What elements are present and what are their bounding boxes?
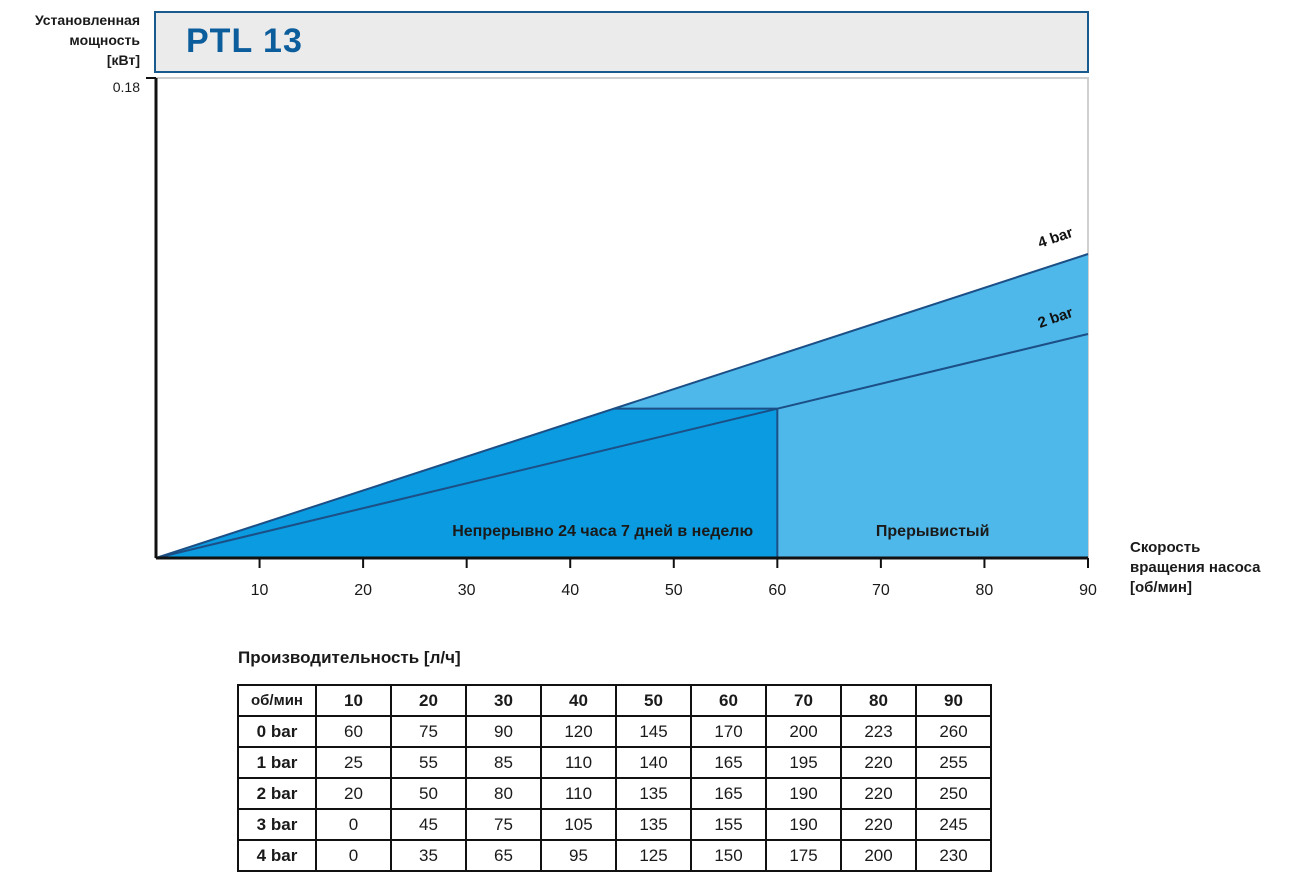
table-cell: 190 [765, 777, 842, 810]
table-cell: 110 [540, 746, 617, 779]
title-banner: PTL 13 [154, 11, 1089, 73]
y-axis-label-line-2: мощность [69, 32, 140, 48]
table-cell: 255 [915, 746, 992, 779]
table-cell: 0 [315, 839, 392, 872]
x-axis-label-line-1: Скорость [1130, 539, 1201, 556]
series-line-4bar [155, 253, 1089, 559]
x-tick-label: 20 [354, 582, 372, 599]
table-cell: 90 [465, 715, 542, 748]
chart-title: PTL 13 [186, 22, 303, 60]
x-tick-label: 40 [561, 582, 579, 599]
table-cell: 195 [765, 746, 842, 779]
table-title: Производительность [л/ч] [238, 648, 461, 667]
x-axis-label: Скорость вращения насоса [об/мин] [1130, 538, 1295, 598]
table-col-header: 90 [915, 684, 992, 717]
table-cell: 220 [840, 746, 917, 779]
x-tick-label: 90 [1079, 582, 1097, 599]
series-label-4bar: 4 bar [1036, 224, 1076, 252]
table-cell: 170 [690, 715, 767, 748]
y-axis-label: Установленная мощность [кВт] [0, 10, 140, 70]
table-row: 4 bar 0 35 65 95 125 150 175 200 230 [237, 839, 992, 872]
table-col-header: 70 [765, 684, 842, 717]
table-row-header: 2 bar [237, 777, 317, 810]
table-cell: 75 [390, 715, 467, 748]
table-cell: 165 [690, 777, 767, 810]
table-cell: 200 [765, 715, 842, 748]
table-cell: 200 [840, 839, 917, 872]
table-col-header: 50 [615, 684, 692, 717]
region-label-continuous: Непрерывно 24 часа 7 дней в неделю [452, 523, 753, 540]
x-tick-label: 30 [458, 582, 476, 599]
performance-table: об/мин 10 20 30 40 50 60 70 80 90 0 bar 6… [237, 684, 992, 872]
table-cell: 35 [390, 839, 467, 872]
x-axis-label-line-3: [об/мин] [1130, 579, 1192, 596]
series-line-2bar [155, 333, 1089, 559]
y-axis-label-line-1: Установленная [34, 12, 140, 28]
table-cell: 25 [315, 746, 392, 779]
table-row: 1 bar 25 55 85 110 140 165 195 220 255 [237, 746, 992, 779]
table-col-header: 30 [465, 684, 542, 717]
table-row-header: 0 bar [237, 715, 317, 748]
x-tick-label: 50 [665, 582, 683, 599]
x-axis-label-line-2: вращения насоса [1130, 559, 1261, 576]
table-row: 2 bar 20 50 80 110 135 165 190 220 250 [237, 777, 992, 810]
table-cell: 0 [315, 808, 392, 841]
table-cell: 140 [615, 746, 692, 779]
table-col-header: 20 [390, 684, 467, 717]
table-cell: 65 [465, 839, 542, 872]
table-cell: 220 [840, 777, 917, 810]
table-cell: 105 [540, 808, 617, 841]
table-cell: 60 [315, 715, 392, 748]
table-col-header: 40 [540, 684, 617, 717]
table-col-header: 10 [315, 684, 392, 717]
table-corner-header: об/мин [237, 684, 317, 717]
table-cell: 45 [390, 808, 467, 841]
table-row: 3 bar 0 45 75 105 135 155 190 220 245 [237, 808, 992, 841]
table-row-header: 1 bar [237, 746, 317, 779]
region-label-intermittent: Прерывистый [876, 523, 990, 540]
table-cell: 250 [915, 777, 992, 810]
table-cell: 150 [690, 839, 767, 872]
table-cell: 75 [465, 808, 542, 841]
table-cell: 165 [690, 746, 767, 779]
table-cell: 135 [615, 777, 692, 810]
table-cell: 20 [315, 777, 392, 810]
table-cell: 220 [840, 808, 917, 841]
table-cell: 80 [465, 777, 542, 810]
table-col-header: 80 [840, 684, 917, 717]
table-header-row: об/мин 10 20 30 40 50 60 70 80 90 [237, 684, 992, 717]
table-row-header: 3 bar [237, 808, 317, 841]
table-cell: 190 [765, 808, 842, 841]
table-cell: 260 [915, 715, 992, 748]
x-tick-label: 80 [976, 582, 994, 599]
table-row-header: 4 bar [237, 839, 317, 872]
table-cell: 223 [840, 715, 917, 748]
table-cell: 145 [615, 715, 692, 748]
table-col-header: 60 [690, 684, 767, 717]
y-axis-label-line-3: [кВт] [106, 52, 140, 68]
table-cell: 55 [390, 746, 467, 779]
table-cell: 120 [540, 715, 617, 748]
table-row: 0 bar 60 75 90 120 145 170 200 223 260 [237, 715, 992, 748]
table-cell: 125 [615, 839, 692, 872]
table-cell: 175 [765, 839, 842, 872]
table-cell: 155 [690, 808, 767, 841]
table-cell: 85 [465, 746, 542, 779]
x-tick-label: 70 [872, 582, 890, 599]
y-tick-label: 0.18 [113, 79, 140, 95]
table-cell: 50 [390, 777, 467, 810]
table-cell: 135 [615, 808, 692, 841]
table-cell: 230 [915, 839, 992, 872]
x-tick-label: 60 [768, 582, 786, 599]
table-cell: 110 [540, 777, 617, 810]
x-tick-label: 10 [251, 582, 269, 599]
intermittent-region [613, 254, 1088, 558]
table-cell: 95 [540, 839, 617, 872]
table-cell: 245 [915, 808, 992, 841]
